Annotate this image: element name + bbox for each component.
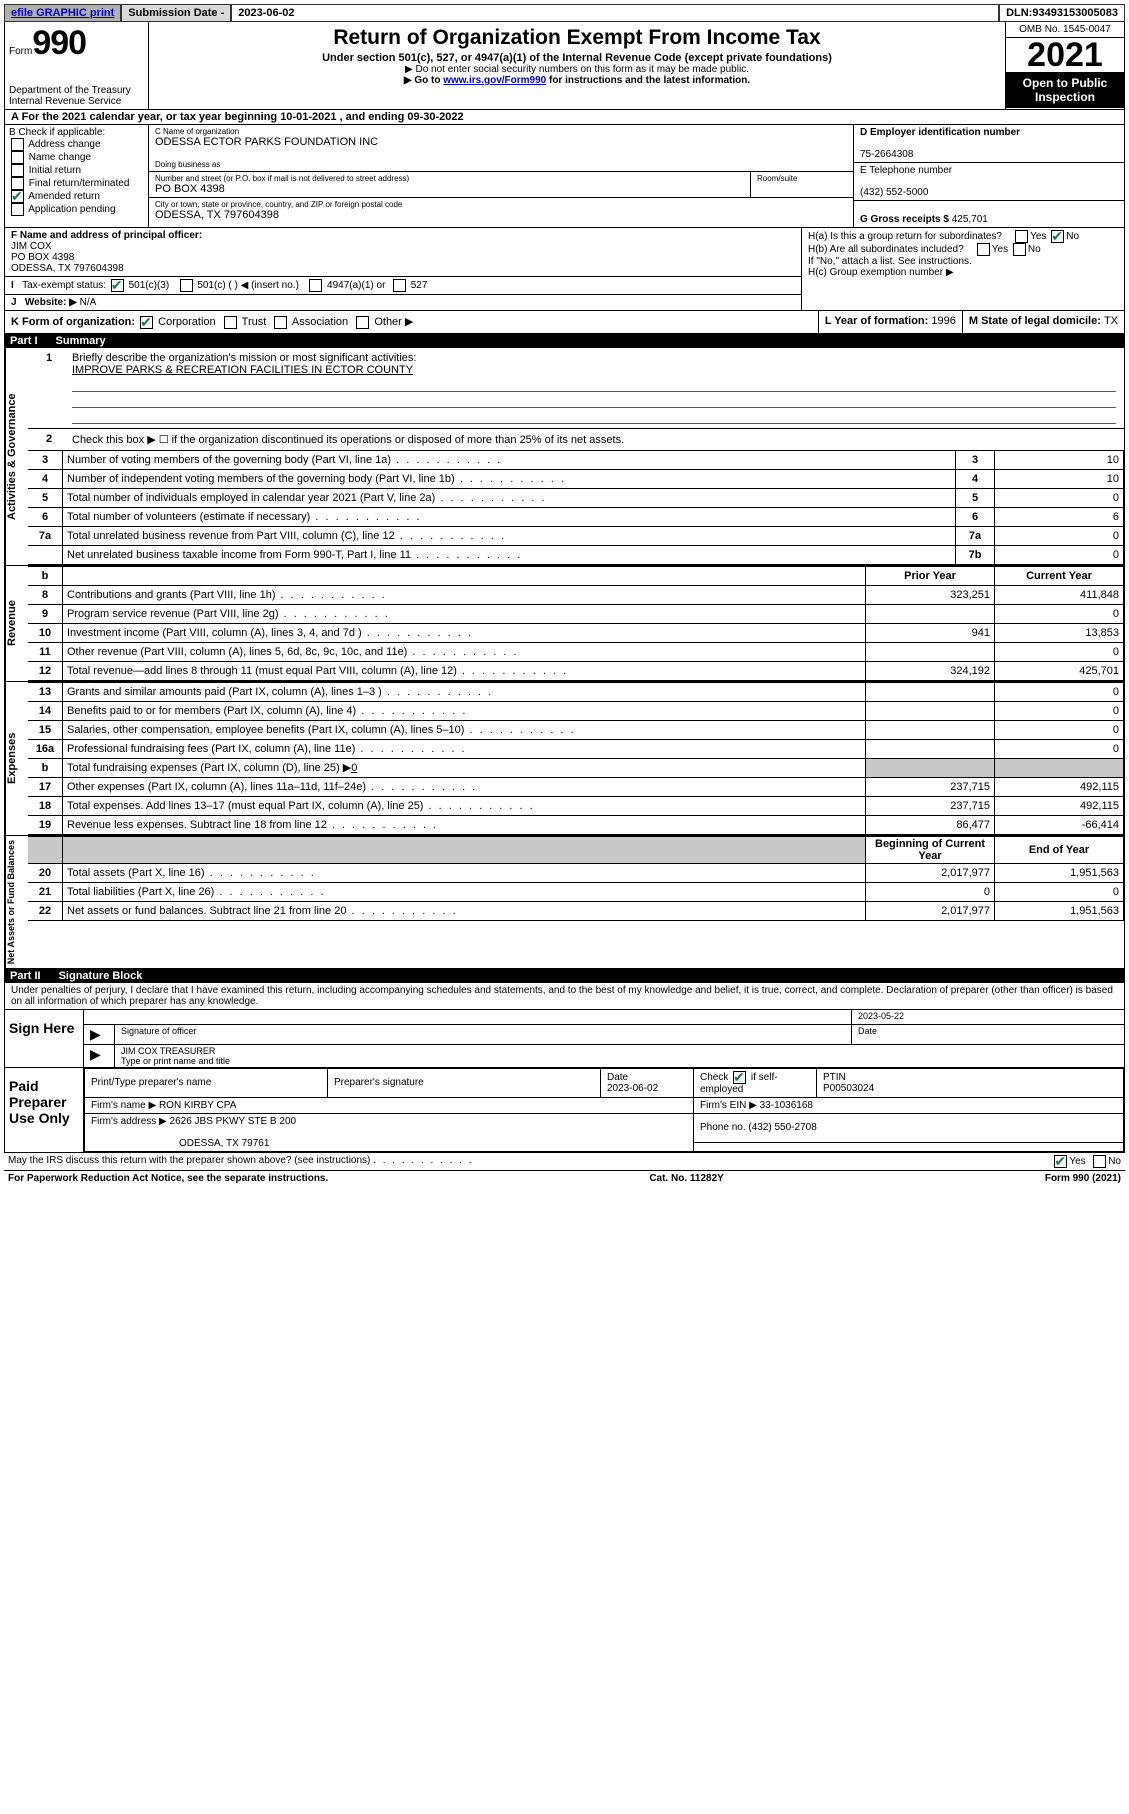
cb-trust[interactable] [224,316,237,329]
form-header: Form990 Department of the Treasury Inter… [4,22,1125,110]
cb-discuss-yes[interactable] [1054,1155,1067,1168]
footer-meta: For Paperwork Reduction Act Notice, see … [4,1171,1125,1186]
dln: DLN: 93493153005083 [999,4,1125,22]
part1-body: Activities & Governance 1 Briefly descri… [4,348,1125,969]
cb-initial-return[interactable] [11,164,24,177]
cb-ha-yes[interactable] [1015,230,1028,243]
cb-address-change[interactable] [11,138,24,151]
cb-hb-no[interactable] [1013,243,1026,256]
org-address: PO BOX 4398 [155,183,744,195]
block-fhij: F Name and address of principal officer:… [4,228,1125,311]
telephone: (432) 552-5000 [860,187,928,198]
vtab-expenses: Expenses [5,682,28,835]
vtab-revenue: Revenue [5,566,28,681]
footer-discuss: May the IRS discuss this return with the… [4,1153,1125,1171]
cb-ha-no[interactable] [1051,230,1064,243]
cb-discuss-no[interactable] [1093,1155,1106,1168]
form-note-2: ▶ Go to www.irs.gov/Form990 for instruct… [155,75,999,86]
form-subtitle: Under section 501(c), 527, or 4947(a)(1)… [155,52,999,64]
cb-4947[interactable] [309,279,322,292]
cb-name-change[interactable] [11,151,24,164]
cb-527[interactable] [393,279,406,292]
cb-amended-return[interactable] [11,190,24,203]
org-name: ODESSA ECTOR PARKS FOUNDATION INC [155,136,847,148]
topbar: efile GRAPHIC print Submission Date - 20… [4,4,1125,22]
col-c-org-info: C Name of organization ODESSA ECTOR PARK… [149,125,853,227]
cb-self-employed[interactable] [733,1071,746,1084]
form-title: Return of Organization Exempt From Incom… [155,26,999,50]
col-b-checkboxes: B Check if applicable: Address change Na… [5,125,149,227]
submission-label: Submission Date - [121,4,231,22]
row-klm: K Form of organization: Corporation Trus… [4,311,1125,334]
mission-text: IMPROVE PARKS & RECREATION FACILITIES IN… [72,364,413,376]
cb-assoc[interactable] [274,316,287,329]
submission-date: 2023-06-02 [231,4,999,22]
org-city: ODESSA, TX 797604398 [155,209,847,221]
gross-receipts: 425,701 [952,214,988,225]
sig-declaration: Under penalties of perjury, I declare th… [5,983,1124,1010]
dept-treasury: Department of the Treasury Internal Reve… [9,85,144,107]
officer-name: JIM COX TREASURER [121,1046,215,1056]
col-d-right: D Employer identification number 75-2664… [853,125,1124,227]
form-note-1: ▶ Do not enter social security numbers o… [155,64,999,75]
part2-header: Part II Signature Block [4,969,1125,983]
col-h-group: H(a) Is this a group return for subordin… [801,228,1124,310]
part1-header: Part I Summary [4,334,1125,348]
cb-app-pending[interactable] [11,203,24,216]
irs-link[interactable]: www.irs.gov/Form990 [443,75,546,86]
vtab-net-assets: Net Assets or Fund Balances [5,836,28,968]
block-bcdeg: B Check if applicable: Address change Na… [4,125,1125,228]
cb-501c[interactable] [180,279,193,292]
preparer-table: Print/Type preparer's name Preparer's si… [84,1068,1124,1152]
cb-501c3[interactable] [111,279,124,292]
row-j-website: J Website: ▶ N/A [5,295,801,310]
row-i-tax-status: I Tax-exempt status: 501(c)(3) 501(c) ( … [5,277,801,295]
sign-here-label: Sign Here [5,1010,84,1067]
row-a-tax-year: A For the 2021 calendar year, or tax yea… [4,110,1125,125]
ein: 75-2664308 [860,149,913,160]
form-number: Form990 [9,24,144,63]
efile-link[interactable]: efile GRAPHIC print [4,4,121,22]
paid-preparer-label: Paid Preparer Use Only [5,1068,84,1152]
open-to-public: Open to Public Inspection [1006,72,1124,108]
cb-other[interactable] [356,316,369,329]
tax-year: 2021 [1006,38,1124,72]
sig-date: 2023-05-22 [852,1010,1124,1024]
signature-block: Under penalties of perjury, I declare th… [4,983,1125,1153]
cb-corp[interactable] [140,316,153,329]
cb-hb-yes[interactable] [977,243,990,256]
row-f-officer: F Name and address of principal officer:… [5,228,801,277]
vtab-governance: Activities & Governance [5,348,28,565]
